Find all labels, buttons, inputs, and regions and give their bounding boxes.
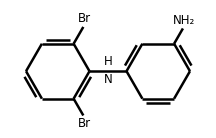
Text: N: N [104,73,112,86]
Text: H: H [104,55,112,68]
Text: Br: Br [78,117,91,130]
Text: NH₂: NH₂ [173,14,195,27]
Text: Br: Br [78,12,91,25]
